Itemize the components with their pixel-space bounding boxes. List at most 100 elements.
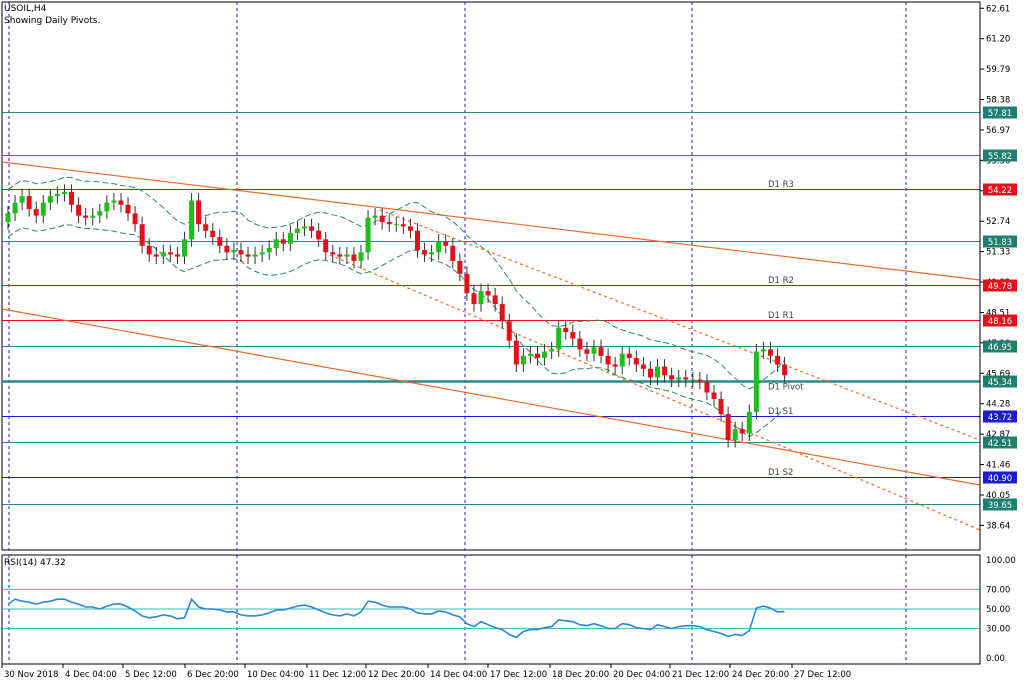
candle	[535, 353, 540, 358]
candle	[118, 200, 124, 205]
candle	[358, 252, 364, 261]
price-tag	[983, 498, 1017, 511]
candle	[372, 215, 378, 218]
price-tag	[983, 410, 1017, 423]
candle	[379, 215, 385, 223]
price-tag	[983, 340, 1017, 353]
price-tick-label: 42.87	[986, 430, 1010, 440]
candle	[676, 377, 682, 380]
candle	[245, 254, 251, 257]
candle	[718, 398, 724, 415]
price-tick-label: 52.74	[986, 217, 1010, 227]
candle	[309, 226, 315, 231]
candle	[26, 196, 32, 210]
lower-band	[7, 224, 785, 438]
candle	[640, 364, 646, 369]
candle	[132, 213, 138, 225]
candle	[104, 202, 110, 212]
candle	[196, 200, 202, 225]
rsi-line	[7, 597, 785, 639]
candle	[520, 355, 526, 365]
candle	[125, 204, 131, 214]
pivot-label: D1 R3	[768, 180, 794, 190]
price-tag	[983, 436, 1017, 449]
candle	[598, 347, 604, 356]
price-tag	[983, 279, 1017, 292]
candle	[782, 364, 788, 376]
price-tick-label: 45.69	[986, 369, 1010, 379]
time-tick-label: 17 Dec 12:00	[490, 670, 547, 680]
price-tag-value: 54.22	[988, 186, 1012, 196]
candle	[556, 327, 562, 350]
price-tick-label: 38.64	[986, 521, 1010, 531]
candle	[513, 340, 519, 365]
pivot-label: D1 R2	[768, 276, 794, 286]
price-tick-label: 61.20	[986, 35, 1010, 45]
price-tick-label: 40.05	[986, 491, 1010, 501]
price-tag-value: 46.95	[988, 343, 1012, 353]
time-tick-label: 30 Nov 2018	[4, 670, 58, 680]
time-tick-label: 14 Dec 04:00	[430, 670, 487, 680]
time-tick-label: 5 Dec 12:00	[125, 670, 177, 680]
candle	[323, 239, 329, 253]
rsi-tick-label: 0.00	[986, 654, 1005, 664]
candle	[626, 353, 632, 358]
candle	[83, 215, 89, 218]
candle	[527, 353, 533, 356]
candle	[577, 338, 583, 350]
candle	[111, 200, 117, 203]
time-tick-label: 27 Dec 12:00	[794, 670, 851, 680]
candle	[330, 252, 336, 255]
candle	[429, 252, 435, 255]
trend-line	[1, 308, 981, 486]
candle	[739, 429, 745, 434]
candle	[414, 230, 420, 251]
candle	[160, 252, 166, 257]
candle	[182, 239, 187, 257]
candle	[683, 377, 689, 380]
price-tag-value: 42.51	[988, 439, 1012, 449]
price-tag-value: 40.90	[988, 474, 1012, 484]
candle	[5, 213, 11, 223]
candle	[76, 204, 82, 216]
candle	[732, 429, 738, 440]
candle	[217, 237, 223, 246]
symbol-label: USOIL,H4	[4, 4, 47, 14]
candle	[69, 191, 75, 205]
candle	[266, 247, 272, 253]
time-tick-label: 6 Dec 20:00	[187, 670, 239, 680]
candle	[711, 392, 717, 399]
rsi-tick-label: 30.00	[986, 625, 1010, 635]
price-tag-value: 51.83	[988, 238, 1012, 248]
price-tag-value: 43.72	[988, 413, 1012, 423]
rsi-tick-label: 100.00	[986, 556, 1016, 566]
candle	[662, 366, 668, 376]
candle	[563, 327, 569, 333]
candle	[294, 228, 300, 233]
candle	[506, 321, 512, 341]
candle	[316, 230, 322, 240]
candle	[760, 349, 766, 352]
pivot-label: D1 R1	[768, 311, 794, 321]
trend-line	[1, 161, 981, 281]
candle	[725, 414, 731, 440]
candle	[365, 217, 371, 253]
candle	[767, 349, 773, 356]
candle	[238, 250, 244, 255]
price-tick-label: 56.97	[986, 126, 1010, 136]
rsi-tick-label: 50.00	[986, 605, 1010, 615]
candle	[605, 355, 611, 365]
candle	[478, 291, 484, 305]
candle	[633, 357, 639, 365]
time-tick-label: 10 Dec 04:00	[247, 670, 304, 680]
price-tag	[983, 235, 1017, 248]
candle	[12, 202, 18, 214]
price-panel	[1, 1, 981, 551]
candle	[485, 291, 491, 296]
candle	[90, 215, 96, 218]
candle	[393, 224, 399, 226]
candle	[492, 295, 498, 305]
candle	[591, 347, 597, 354]
candle	[97, 211, 103, 216]
